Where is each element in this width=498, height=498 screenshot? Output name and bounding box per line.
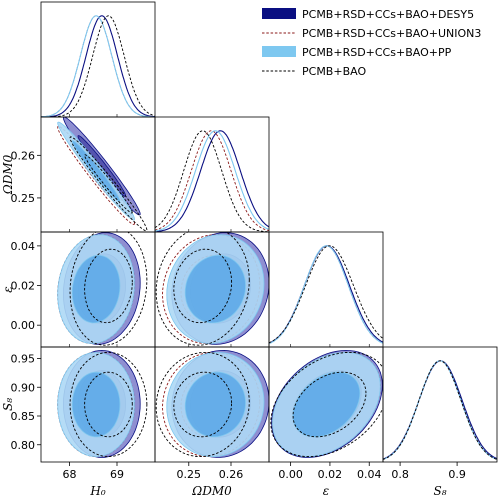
contour-68-2 [71, 371, 121, 438]
contour-68-2 [71, 255, 121, 324]
contour-95-3 [69, 136, 148, 232]
contour-68-3 [84, 248, 133, 324]
panel-OmegaDM0-epsilon [155, 232, 269, 346]
x-tick-label: 0.8 [391, 468, 409, 481]
panel-H0-S8 [57, 349, 148, 458]
marginal-curve-3 [41, 15, 155, 117]
x-tick-label: 0.00 [278, 468, 303, 481]
contour-68-2 [184, 371, 246, 438]
marginal-curve-3 [269, 245, 383, 344]
y-tick-label: 0.85 [11, 410, 36, 423]
contour-95-1 [57, 125, 135, 225]
panel-frame [382, 346, 498, 463]
x-axis-label-epsilon: ε [323, 484, 329, 498]
legend: PCMB+RSD+CCs+BAO+DESY5 PCMB+RSD+CCs+BAO+U… [262, 8, 481, 78]
contour-68-3 [84, 371, 133, 438]
panel-H0-OmegaDM0 [57, 117, 148, 232]
contour-95-3 [270, 351, 383, 458]
legend-entry: PCMB+RSD+CCs+BAO+DESY5 [302, 8, 474, 21]
contour-95-3 [69, 351, 148, 458]
contour-95-3 [155, 232, 250, 346]
contour-68-3 [173, 371, 233, 438]
x-tick-label: 0.04 [357, 468, 382, 481]
marginal-curve-2 [155, 130, 269, 232]
y-tick-label: 0.80 [11, 439, 36, 452]
marginal-curve-3 [383, 360, 497, 460]
x-axis-label-OmegaDM0: ΩDM0 [191, 484, 232, 498]
legend-swatch [262, 8, 296, 19]
marginal-curve-3 [155, 130, 269, 232]
panel-frame [154, 116, 270, 233]
marginal-OmegaDM0 [155, 130, 269, 232]
contour-68-2 [71, 140, 121, 202]
contour-68-3 [84, 154, 133, 214]
y-tick-label: 0.00 [11, 319, 36, 332]
marginal-curve-0 [41, 15, 155, 117]
y-tick-label: 0.04 [11, 240, 36, 253]
contour-68-3 [173, 248, 233, 324]
marginal-curve-0 [155, 130, 269, 232]
x-axis-label-S8: S₈ [433, 484, 446, 498]
marginal-curve-1 [41, 15, 155, 117]
marginal-curve-2 [41, 15, 155, 117]
x-tick-label: 0.26 [219, 468, 244, 481]
marginal-epsilon [269, 245, 383, 345]
contour-95-3 [155, 351, 250, 458]
y-axis-label-epsilon: ε [1, 286, 15, 292]
y-tick-label: 0.26 [11, 149, 36, 162]
y-tick-label: 0.95 [11, 353, 36, 366]
panel-frame [268, 231, 384, 348]
x-tick-label: 69 [110, 468, 124, 481]
y-axis-label-OmegaDM0: ΩDM0 [1, 154, 15, 195]
y-tick-label: 0.02 [11, 280, 36, 293]
marginal-curve-1 [155, 130, 269, 232]
panel-epsilon-S8 [270, 349, 383, 458]
legend-entry: PCMB+RSD+CCs+BAO+PP [302, 46, 452, 59]
x-tick-label: 0.9 [448, 468, 466, 481]
x-tick-label: 68 [63, 468, 77, 481]
legend-entry: PCMB+RSD+CCs+BAO+UNION3 [302, 27, 481, 40]
contour-95-3 [69, 232, 148, 346]
marginal-H0 [41, 15, 155, 117]
x-tick-label: 0.25 [177, 468, 202, 481]
panel-OmegaDM0-S8 [155, 349, 269, 458]
marginal-curve-2 [269, 245, 383, 345]
contour-68-3 [292, 371, 367, 438]
legend-entry: PCMB+BAO [302, 65, 366, 78]
y-tick-label: 0.25 [11, 192, 36, 205]
marginal-S8 [383, 360, 497, 460]
y-tick-label: 0.90 [11, 381, 36, 394]
legend-swatch [262, 46, 296, 57]
panel-H0-epsilon [57, 232, 148, 346]
x-tick-label: 0.02 [318, 468, 343, 481]
x-axis-label-H0: H₀ [89, 484, 105, 498]
y-axis-label-S8: S₈ [1, 398, 15, 411]
